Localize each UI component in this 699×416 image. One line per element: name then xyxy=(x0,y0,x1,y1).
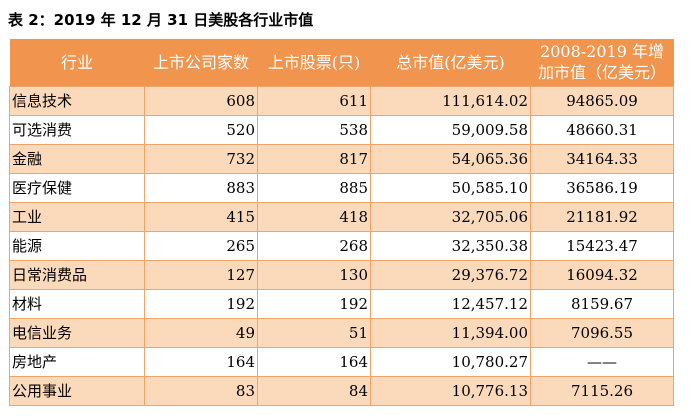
column-header: 总市值(亿美元) xyxy=(370,39,531,86)
table-cell: 11,394.00 xyxy=(370,317,531,348)
column-header: 2008-2019 年增加市值（亿美元） xyxy=(530,39,674,86)
table-cell: 192 xyxy=(257,288,371,319)
column-header: 上市公司家数 xyxy=(144,39,258,86)
table-cell: 16094.32 xyxy=(530,259,674,290)
table-cell: 883 xyxy=(144,172,258,203)
us-sectors-market-cap-table: 行业 上市公司家数 上市股票(只) 总市值(亿美元) 2008-2019 年增加市值（亿… xyxy=(9,39,674,406)
table-cell: 10,776.13 xyxy=(370,375,531,406)
table-cell: 130 xyxy=(257,259,371,290)
table-cell: 医疗保健 xyxy=(9,172,145,203)
table-cell: 金融 xyxy=(9,143,145,174)
table-row: 房地产 164 164 10,780.27 —— xyxy=(9,346,674,377)
table-row: 工业 415 418 32,705.06 21181.92 xyxy=(9,201,674,232)
table-cell: 49 xyxy=(144,317,258,348)
table-cell: 36586.19 xyxy=(530,172,674,203)
table-cell: 房地产 xyxy=(9,346,145,377)
table-cell: 32,350.38 xyxy=(370,230,531,261)
table-body: 信息技术 608 611 111,614.02 94865.09 可选消费 520 538 59… xyxy=(9,85,674,406)
table-cell: 84 xyxy=(257,375,371,406)
table-cell: 工业 xyxy=(9,201,145,232)
table-cell: 10,780.27 xyxy=(370,346,531,377)
table-row: 医疗保健 883 885 50,585.10 36586.19 xyxy=(9,172,674,203)
page-title: 表 2：2019 年 12 月 31 日美股各行业市值 xyxy=(8,11,314,29)
table-cell: 29,376.72 xyxy=(370,259,531,290)
table-cell: 可选消费 xyxy=(9,114,145,145)
table-cell: 415 xyxy=(144,201,258,232)
table-cell: 公用事业 xyxy=(9,375,145,406)
table-cell: 15423.47 xyxy=(530,230,674,261)
table-cell: 885 xyxy=(257,172,371,203)
table-cell: 59,009.58 xyxy=(370,114,531,145)
table-cell: 54,065.36 xyxy=(370,143,531,174)
table-cell: 能源 xyxy=(9,230,145,261)
column-header: 行业 xyxy=(9,39,145,86)
table-cell: 538 xyxy=(257,114,371,145)
table-cell: 日常消费品 xyxy=(9,259,145,290)
table-cell: 608 xyxy=(144,85,258,116)
table-row: 金融 732 817 54,065.36 34164.33 xyxy=(9,143,674,174)
table-cell: 材料 xyxy=(9,288,145,319)
table-cell: 7096.55 xyxy=(530,317,674,348)
table-cell: —— xyxy=(530,346,674,377)
table-cell: 164 xyxy=(144,346,258,377)
table-cell: 164 xyxy=(257,346,371,377)
table-cell: 信息技术 xyxy=(9,85,145,116)
table-cell: 192 xyxy=(144,288,258,319)
table-cell: 50,585.10 xyxy=(370,172,531,203)
table-row: 材料 192 192 12,457.12 8159.67 xyxy=(9,288,674,319)
table-row: 日常消费品 127 130 29,376.72 16094.32 xyxy=(9,259,674,290)
table-cell: 34164.33 xyxy=(530,143,674,174)
table-cell: 817 xyxy=(257,143,371,174)
table-header-row: 行业 上市公司家数 上市股票(只) 总市值(亿美元) 2008-2019 年增加市值（亿… xyxy=(9,39,674,86)
table-row: 可选消费 520 538 59,009.58 48660.31 xyxy=(9,114,674,145)
table-cell: 48660.31 xyxy=(530,114,674,145)
table-cell: 12,457.12 xyxy=(370,288,531,319)
table-cell: 94865.09 xyxy=(530,85,674,116)
table-cell: 111,614.02 xyxy=(370,85,531,116)
table-cell: 电信业务 xyxy=(9,317,145,348)
table-row: 电信业务 49 51 11,394.00 7096.55 xyxy=(9,317,674,348)
table-cell: 268 xyxy=(257,230,371,261)
table-cell: 51 xyxy=(257,317,371,348)
table-row: 能源 265 268 32,350.38 15423.47 xyxy=(9,230,674,261)
table-cell: 611 xyxy=(257,85,371,116)
table-cell: 265 xyxy=(144,230,258,261)
table-row: 公用事业 83 84 10,776.13 7115.26 xyxy=(9,375,674,406)
column-header: 上市股票(只) xyxy=(257,39,371,86)
table-cell: 83 xyxy=(144,375,258,406)
table-cell: 732 xyxy=(144,143,258,174)
table-cell: 32,705.06 xyxy=(370,201,531,232)
table-cell: 8159.67 xyxy=(530,288,674,319)
table-cell: 520 xyxy=(144,114,258,145)
table-header: 行业 上市公司家数 上市股票(只) 总市值(亿美元) 2008-2019 年增加市值（亿… xyxy=(9,39,674,86)
table-cell: 7115.26 xyxy=(530,375,674,406)
table-row: 信息技术 608 611 111,614.02 94865.09 xyxy=(9,85,674,116)
table-cell: 127 xyxy=(144,259,258,290)
table-cell: 21181.92 xyxy=(530,201,674,232)
table-cell: 418 xyxy=(257,201,371,232)
